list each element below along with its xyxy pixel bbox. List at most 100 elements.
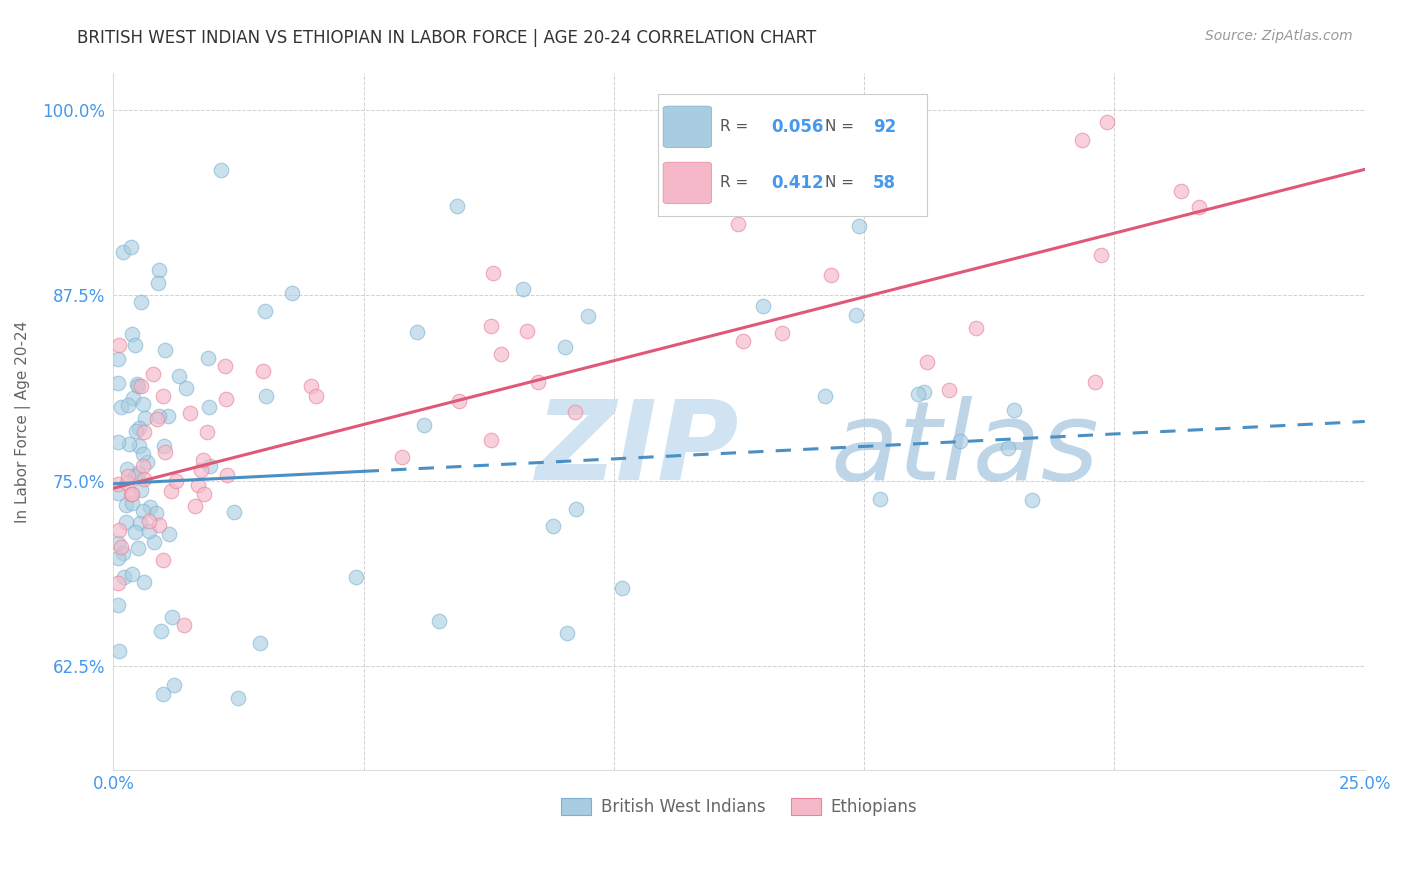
Point <box>145 506 167 520</box>
Point <box>107 523 129 537</box>
Point <box>565 502 588 516</box>
Point <box>128 439 150 453</box>
Point <box>915 355 938 369</box>
Text: ZIP: ZIP <box>536 396 740 503</box>
Point <box>160 484 183 499</box>
Point <box>129 483 152 498</box>
Point <box>124 525 146 540</box>
Point <box>413 417 436 432</box>
Point <box>117 437 139 451</box>
Point <box>108 643 131 657</box>
Point <box>163 678 186 692</box>
Point <box>128 421 150 435</box>
Point <box>489 346 512 360</box>
Point <box>127 378 149 392</box>
Point <box>907 387 929 401</box>
Point <box>107 575 129 590</box>
Point <box>1170 184 1192 198</box>
Point <box>193 486 215 500</box>
Point <box>121 326 143 341</box>
Text: atlas: atlas <box>830 396 1098 503</box>
Point <box>115 462 138 476</box>
Point <box>117 469 139 483</box>
Point <box>138 515 160 529</box>
Point <box>142 534 165 549</box>
Point <box>215 468 238 483</box>
Point <box>117 475 139 490</box>
Point <box>997 442 1019 456</box>
Point <box>198 400 221 414</box>
Point <box>543 519 565 533</box>
Point <box>107 598 129 612</box>
Point <box>124 338 146 352</box>
Point <box>214 359 236 374</box>
Point <box>132 459 155 474</box>
Point <box>121 487 143 501</box>
Point <box>152 553 174 567</box>
Point <box>481 265 503 279</box>
Point <box>107 536 129 550</box>
Point <box>249 636 271 650</box>
Point <box>110 540 132 554</box>
Point <box>152 687 174 701</box>
Point <box>156 409 179 424</box>
Point <box>190 463 212 477</box>
Point <box>136 455 159 469</box>
Point <box>132 472 155 486</box>
Point <box>124 469 146 483</box>
Point <box>127 466 149 480</box>
Point <box>446 199 468 213</box>
Point <box>209 162 232 177</box>
Point <box>299 379 322 393</box>
Point <box>142 368 165 382</box>
Point <box>121 496 143 510</box>
Point <box>1070 133 1092 147</box>
Point <box>160 610 183 624</box>
Point <box>845 308 868 322</box>
Point <box>479 433 502 447</box>
Legend: British West Indians, Ethiopians: British West Indians, Ethiopians <box>553 789 925 824</box>
Point <box>949 434 972 448</box>
Point <box>280 285 302 300</box>
Point <box>107 435 129 450</box>
Point <box>121 391 143 405</box>
Point <box>165 474 187 488</box>
Point <box>564 405 586 419</box>
Point <box>191 453 214 467</box>
Point <box>132 397 155 411</box>
Point <box>173 618 195 632</box>
Text: BRITISH WEST INDIAN VS ETHIOPIAN IN LABOR FORCE | AGE 20-24 CORRELATION CHART: BRITISH WEST INDIAN VS ETHIOPIAN IN LABO… <box>77 29 817 46</box>
Point <box>197 351 219 365</box>
Point <box>770 326 793 340</box>
Point <box>107 551 129 566</box>
Point <box>146 411 169 425</box>
Point <box>848 219 870 234</box>
Point <box>727 217 749 231</box>
Point <box>820 268 842 282</box>
Point <box>752 299 775 313</box>
Point <box>139 500 162 515</box>
Point <box>222 505 245 519</box>
Point <box>1002 403 1025 417</box>
Point <box>167 369 190 384</box>
Point <box>125 424 148 438</box>
Point <box>198 458 221 473</box>
Point <box>112 546 135 560</box>
Point <box>512 282 534 296</box>
Point <box>138 524 160 539</box>
Point <box>129 516 152 531</box>
Point <box>115 515 138 529</box>
Point <box>111 244 134 259</box>
Point <box>1095 114 1118 128</box>
Point <box>117 398 139 412</box>
Point <box>554 340 576 354</box>
Point <box>129 378 152 392</box>
Point <box>1021 492 1043 507</box>
Point <box>576 309 599 323</box>
Point <box>405 325 427 339</box>
Point <box>153 343 176 357</box>
Point <box>555 626 578 640</box>
Point <box>148 518 170 533</box>
Point <box>107 486 129 500</box>
Point <box>195 425 218 439</box>
